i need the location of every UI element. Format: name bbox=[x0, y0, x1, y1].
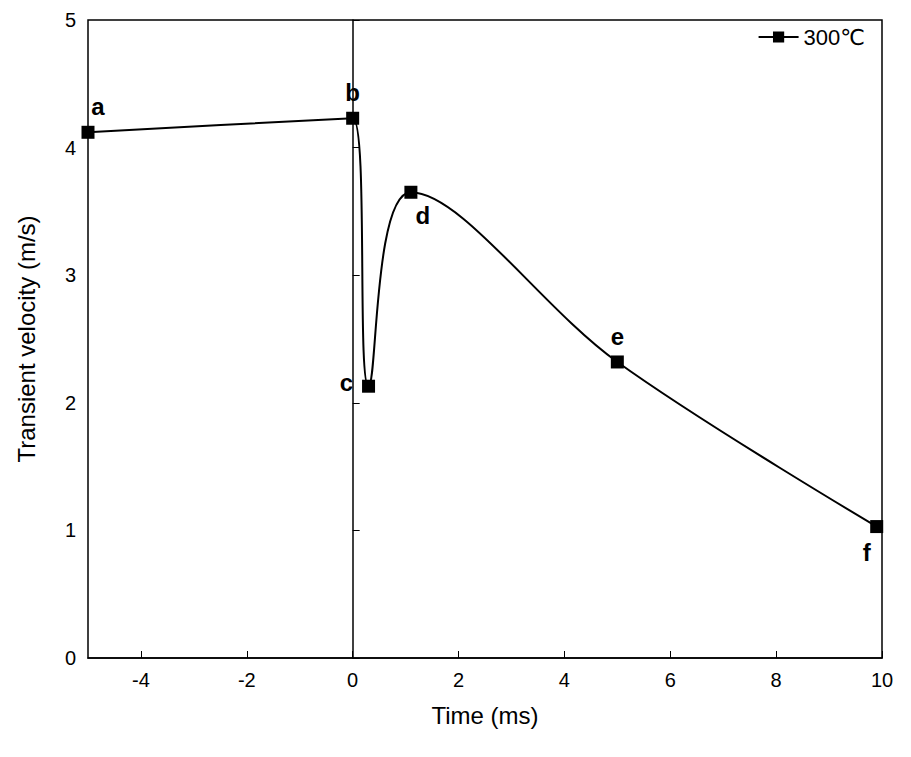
svg-text:3: 3 bbox=[65, 264, 76, 286]
svg-text:1: 1 bbox=[65, 519, 76, 541]
svg-text:d: d bbox=[416, 202, 431, 229]
svg-text:a: a bbox=[91, 93, 105, 120]
svg-text:6: 6 bbox=[665, 669, 676, 691]
svg-text:b: b bbox=[345, 79, 360, 106]
svg-text:4: 4 bbox=[65, 137, 76, 159]
svg-text:f: f bbox=[863, 539, 872, 566]
svg-text:300℃: 300℃ bbox=[804, 25, 865, 50]
svg-text:-4: -4 bbox=[132, 669, 150, 691]
svg-text:Transient velocity (m/s): Transient velocity (m/s) bbox=[13, 215, 40, 462]
svg-text:c: c bbox=[340, 369, 353, 396]
svg-text:10: 10 bbox=[871, 669, 893, 691]
svg-text:2: 2 bbox=[65, 392, 76, 414]
svg-text:4: 4 bbox=[559, 669, 570, 691]
svg-text:8: 8 bbox=[771, 669, 782, 691]
svg-text:0: 0 bbox=[347, 669, 358, 691]
svg-text:0: 0 bbox=[65, 647, 76, 669]
svg-text:-2: -2 bbox=[238, 669, 256, 691]
svg-text:e: e bbox=[611, 323, 624, 350]
svg-text:5: 5 bbox=[65, 9, 76, 31]
svg-text:2: 2 bbox=[453, 669, 464, 691]
svg-text:Time (ms): Time (ms) bbox=[431, 702, 538, 729]
